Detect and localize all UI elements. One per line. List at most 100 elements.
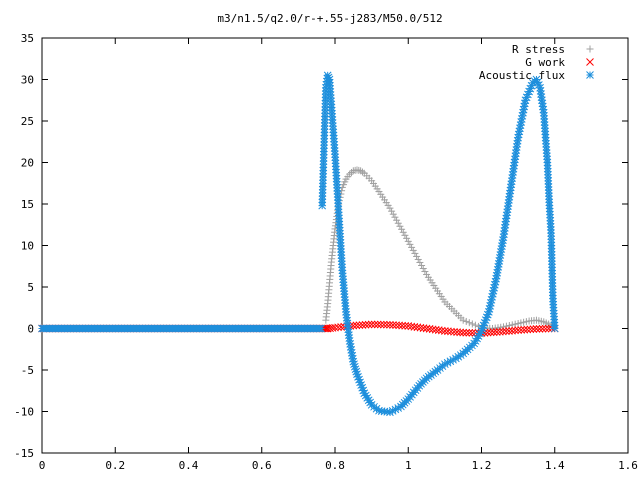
data-point [416,258,424,266]
legend-label: Acoustic flux [479,69,565,82]
data-point [403,234,411,242]
data-point [389,321,397,329]
x-tick-label: 0 [39,459,46,472]
data-point [517,326,526,334]
data-point [399,228,407,236]
x-tick-label: 0.4 [179,459,199,472]
data-point [379,320,388,329]
data-point [414,255,422,263]
x-tick-label: 0.6 [252,459,272,472]
data-point [401,321,410,330]
data-point [471,337,480,345]
data-point [459,316,467,324]
series-r-stress [38,166,559,332]
data-point [391,213,399,221]
data-point [456,328,464,337]
data-point [459,328,468,337]
data-point [529,325,538,333]
axis-ticks: 0 0.2 0.4 0.6 0.8 1 1.2 1.4 1.6 -15 -10 -5 0 5 10 15 20 2… [14,32,638,472]
data-point [408,243,416,251]
data-point [499,327,507,336]
series-acoustic-flux [38,71,559,417]
data-point [495,327,504,336]
data-point [370,320,379,329]
legend-marker [586,45,594,53]
x-tick-label: 1.4 [545,459,565,472]
data-point [505,327,513,335]
data-point [358,168,366,176]
data-point [538,324,547,333]
data-point [357,167,365,175]
data-point [394,219,402,227]
data-point [383,320,391,329]
data-point [462,317,470,325]
data-point [535,324,544,333]
data-point [418,261,426,269]
data-point [441,327,449,335]
data-point [523,325,532,334]
x-tick-label: 0.8 [325,459,345,472]
x-tick-label: 1.2 [472,459,492,472]
x-tick-label: 0.2 [105,459,125,472]
data-point [488,292,497,301]
data-point [489,328,498,337]
y-tick-label: 15 [21,198,34,211]
legend-label: R stress [512,43,565,56]
data-point [511,326,519,335]
data-point [468,329,477,337]
data-point [453,328,461,336]
y-tick-label: -5 [21,364,34,377]
data-point [373,320,382,329]
legend-marker [586,58,594,66]
data-point [541,324,550,333]
data-point [334,323,342,332]
data-point [437,326,446,335]
data-point [386,320,394,329]
data-point [517,115,526,123]
data-point [413,252,421,260]
data-point [376,320,385,329]
data-point [337,323,345,331]
data-point [514,326,522,335]
data-point [447,327,455,336]
data-point [358,321,367,329]
data-point [346,170,354,178]
data-point [395,321,403,330]
data-point [532,325,541,333]
data-point [406,240,414,248]
data-point [550,324,559,333]
data-point [361,320,370,329]
y-tick-label: 10 [21,240,34,253]
data-point [398,225,406,233]
y-tick-label: 35 [21,32,34,45]
data-point [352,321,361,330]
data-point [511,320,519,328]
data-point [347,168,355,176]
data-point [386,204,394,212]
data-point [355,321,364,330]
data-point [465,319,473,327]
data-point [396,222,404,230]
data-point [486,328,495,337]
data-point [468,320,476,328]
data-point [471,321,479,329]
data-point [544,324,553,333]
x-tick-label: 1 [405,459,412,472]
data-point [364,320,373,329]
data-point [393,216,401,224]
data-point [398,321,406,330]
y-tick-label: 5 [27,281,34,294]
data-point [392,321,400,330]
y-tick-label: 0 [27,323,34,336]
data-point [367,320,376,329]
data-point [508,326,516,335]
data-point [360,389,369,398]
y-tick-label: -15 [14,447,34,460]
data-point [465,328,474,337]
data-point [516,121,525,130]
y-tick-label: 20 [21,157,34,170]
y-tick-label: 25 [21,115,34,128]
data-point [462,328,471,337]
